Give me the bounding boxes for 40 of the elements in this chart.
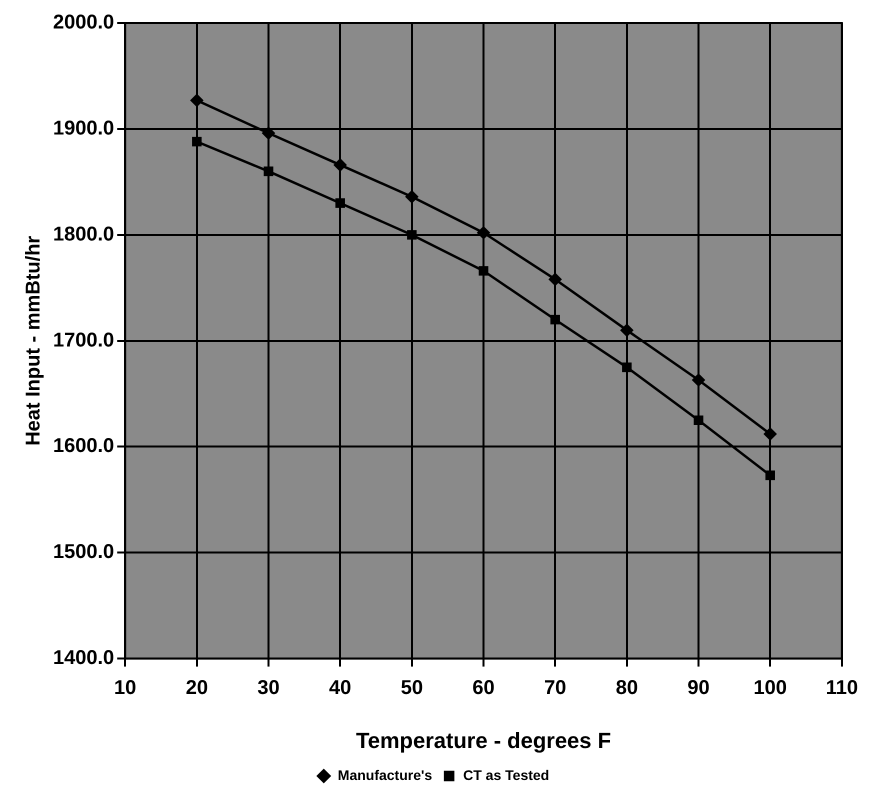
- point: [622, 362, 632, 372]
- y-axis-title: Heat Input - mmBtu/hr: [22, 236, 45, 446]
- x-tick-label: 100: [754, 677, 787, 700]
- legend-label: Manufacture's: [338, 766, 432, 783]
- x-tick-label: 20: [186, 677, 208, 700]
- y-tick-label: 2000.0: [53, 12, 114, 34]
- point: [407, 230, 417, 240]
- x-tick-label: 40: [329, 677, 352, 700]
- x-tick-label: 90: [687, 677, 710, 700]
- point: [406, 190, 418, 203]
- point: [548, 273, 562, 286]
- y-tick-label: 1600.0: [53, 435, 114, 458]
- point: [264, 166, 274, 176]
- x-tick-label: 60: [472, 677, 495, 700]
- x-tick-label: 10: [114, 677, 136, 700]
- point: [477, 226, 490, 239]
- point: [334, 158, 346, 172]
- point: [190, 94, 204, 107]
- point: [550, 314, 560, 324]
- legend-label: CT as Tested: [463, 766, 550, 783]
- point: [192, 136, 202, 146]
- point: [694, 415, 704, 426]
- point: [765, 470, 775, 480]
- y-tick-label: 1700.0: [53, 329, 114, 352]
- y-tick-label: 1800.0: [53, 223, 114, 246]
- x-tick-label: 110: [826, 677, 858, 700]
- x-tick-label: 70: [544, 677, 566, 700]
- point: [764, 428, 776, 440]
- y-tick-label: 1500.0: [53, 541, 114, 564]
- point: [478, 266, 488, 276]
- y-tick-label: 1400.0: [53, 647, 114, 670]
- x-axis-title: Temperature - degrees F: [356, 728, 612, 753]
- x-tick-label: 50: [400, 677, 423, 700]
- y-tick-label: 1900.0: [53, 117, 114, 140]
- x-tick-label: 30: [257, 677, 280, 700]
- point: [335, 198, 345, 208]
- point: [262, 126, 275, 140]
- point: [692, 374, 705, 386]
- x-tick-label: 80: [616, 677, 638, 700]
- point: [620, 324, 634, 336]
